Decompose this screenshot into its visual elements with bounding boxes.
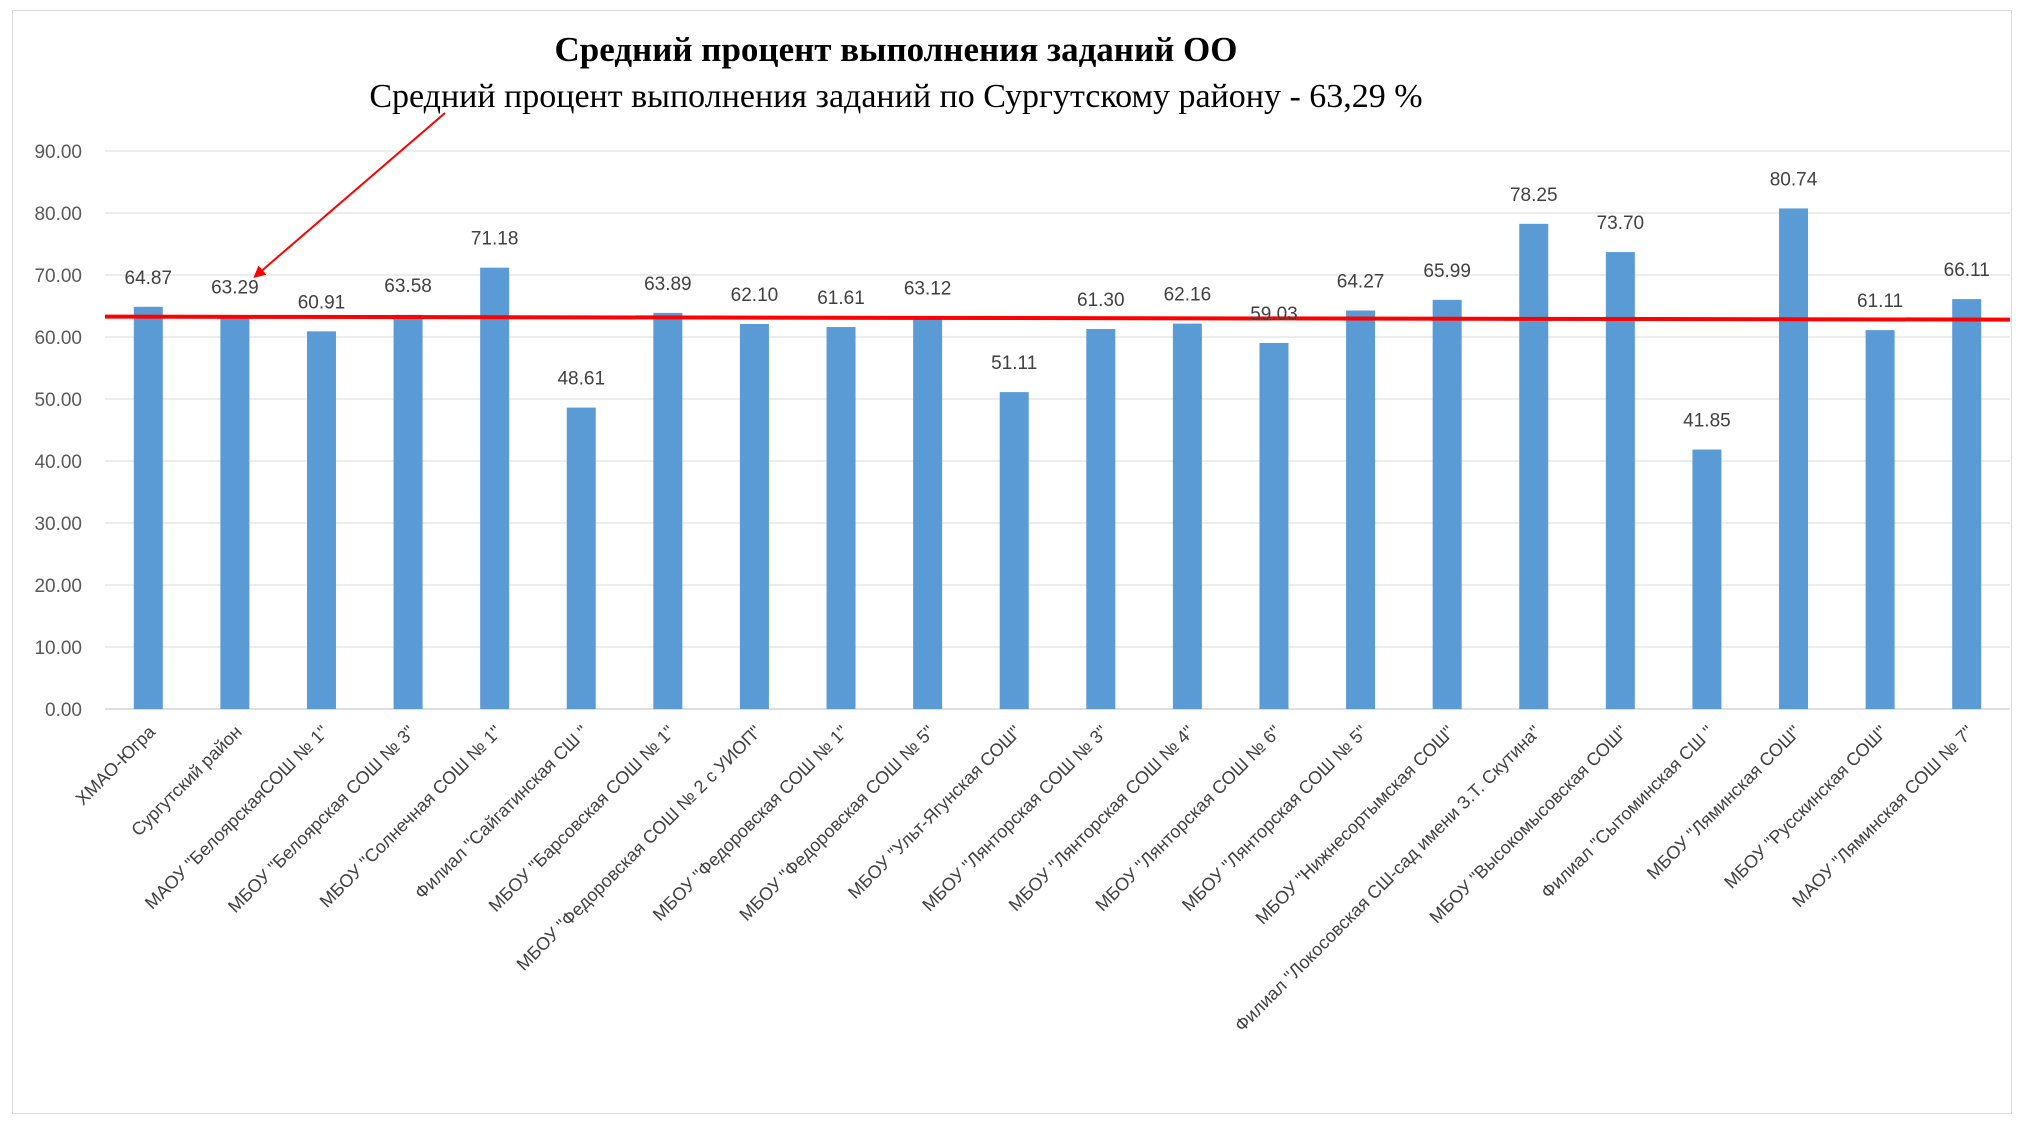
x-tick-label: МБОУ "Ляминская СОШ" (1643, 722, 1805, 884)
data-label: 66.11 (1944, 260, 1990, 281)
y-tick-label: 0.00 (45, 700, 82, 721)
bar (306, 331, 336, 709)
y-tick-label: 20.00 (34, 576, 82, 597)
x-tick-label: МБОУ "Лянторская СОШ № 5" (1178, 722, 1371, 915)
x-tick-label: МБОУ "Солнечная СОШ № 1" (316, 722, 506, 912)
data-label: 48.61 (557, 369, 605, 390)
bar (1692, 449, 1722, 709)
data-label: 62.16 (1164, 285, 1212, 306)
x-tick-label: МБОУ "Федоровская СОШ № 5" (735, 722, 938, 925)
x-tick-label: МБОУ "Лянторская СОШ № 6" (1091, 722, 1284, 915)
bar (393, 314, 423, 709)
data-label: 80.74 (1770, 169, 1818, 190)
x-tick-label: МБОУ "Ульт-Ягунская СОШ" (844, 722, 1025, 903)
y-tick-label: 50.00 (34, 390, 82, 411)
x-tick-label: МБОУ "Федоровская СОШ № 1" (649, 722, 852, 925)
bar (480, 267, 510, 709)
bar (913, 317, 943, 709)
bar (653, 312, 683, 709)
bar (1865, 330, 1895, 709)
x-tick-label: МБОУ "Лянторская СОШ № 3" (918, 722, 1111, 915)
y-tick-label: 80.00 (34, 204, 82, 225)
y-tick-label: 10.00 (34, 638, 82, 659)
bar (220, 316, 250, 709)
data-label: 78.25 (1510, 185, 1558, 206)
bar (1952, 299, 1982, 709)
bar (1605, 252, 1635, 709)
reference-line (104, 314, 2011, 322)
bar (1259, 343, 1289, 709)
data-label: 64.27 (1337, 272, 1385, 293)
bar (1519, 223, 1549, 709)
annotation-arrow (253, 112, 446, 278)
x-tick-label: МБОУ "Русскинская СОШ" (1720, 722, 1891, 893)
data-label: 63.58 (384, 276, 432, 297)
bar (133, 306, 163, 709)
data-label: 65.99 (1423, 261, 1471, 282)
data-labels: 64.87 63.29 60.91 63.58 71.18 48.61 63.89 62.10… (125, 169, 1990, 431)
y-tick-label: 70.00 (34, 266, 82, 287)
data-label: 61.11 (1857, 291, 1903, 312)
y-tick-label: 30.00 (34, 514, 82, 535)
bar (826, 327, 856, 709)
bar (739, 323, 769, 709)
x-tick-label: Филиал "Сайгатинская СШ " (411, 722, 592, 903)
x-tick-label: МБОУ "Белоярская СОШ № 3" (224, 722, 419, 917)
data-label: 60.91 (298, 292, 346, 313)
data-label: 71.18 (471, 229, 519, 250)
data-label: 63.29 (211, 278, 259, 299)
chart-subtitle: Средний процент выполнения заданий по Су… (369, 78, 1423, 115)
bar (566, 407, 596, 709)
data-label: 63.12 (904, 279, 952, 300)
x-tick-label: Филиал "Локосовская СШ-сад имени З.Т. Ск… (1231, 722, 1545, 1036)
data-label: 62.10 (731, 285, 779, 306)
bar (1779, 208, 1809, 710)
data-label: 59.03 (1250, 304, 1298, 325)
data-label: 64.87 (125, 268, 173, 289)
x-tick-label: МАОУ "БелоярскаяСОШ № 1" (141, 722, 332, 913)
bar (1346, 310, 1376, 709)
x-tick-label: МБОУ "Лянторская СОШ № 4" (1005, 722, 1198, 915)
data-label: 51.11 (991, 353, 1037, 374)
x-tick-label: ХМАО-Югра (72, 721, 160, 809)
data-label: 73.70 (1597, 213, 1645, 234)
y-tick-label: 90.00 (34, 142, 82, 163)
x-tick-label: МБОУ "Барсовская СОШ № 1" (485, 722, 679, 916)
chart-title: Средний процент выполнения заданий ОО (554, 30, 1238, 69)
bar (1172, 323, 1202, 709)
y-tick-label: 60.00 (34, 328, 82, 349)
y-axis-ticks: 0.00 10.00 20.00 30.00 40.00 50.00 60.00 70.00 8… (34, 142, 82, 721)
data-label: 41.85 (1683, 411, 1731, 432)
x-tick-label: МАОУ "Ляминская СОШ № 7" (1788, 722, 1977, 911)
bar (999, 392, 1029, 709)
data-label: 63.89 (644, 274, 692, 295)
bar (1432, 299, 1462, 709)
data-label: 61.61 (817, 288, 865, 309)
bars (133, 208, 1982, 710)
data-label: 61.30 (1077, 290, 1125, 311)
bar (1086, 328, 1116, 709)
x-tick-label: Филиал "Сытоминская СШ " (1537, 722, 1718, 903)
y-tick-label: 40.00 (34, 452, 82, 473)
reference-line-group (104, 112, 2011, 322)
